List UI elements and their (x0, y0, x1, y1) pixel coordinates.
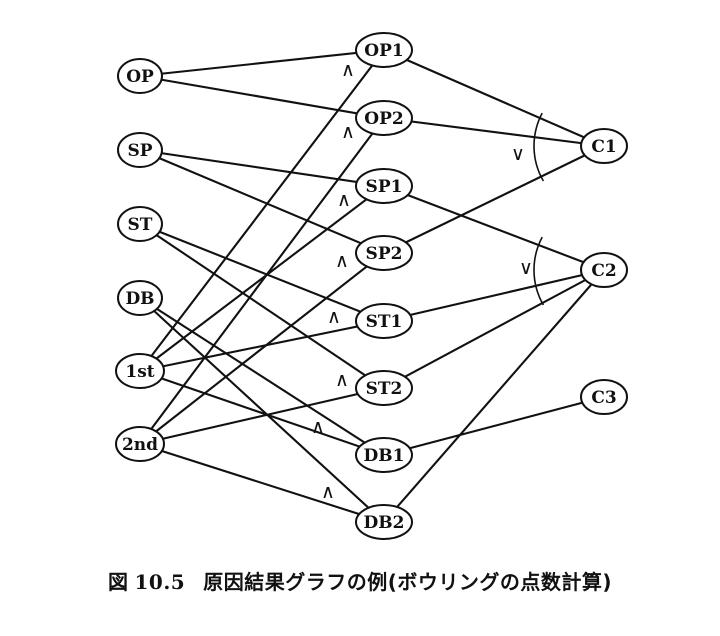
node-st-ellipse (117, 206, 163, 242)
node-sp1-label: SP1 (366, 177, 403, 197)
caption-figure-label: 図 (108, 570, 129, 594)
node-c2-label: C2 (591, 261, 616, 281)
node-sp-ellipse (117, 132, 163, 168)
node-db-label: DB (125, 289, 154, 309)
or-arc-c2 (533, 236, 545, 306)
and-mark-db1: ∧ (311, 416, 325, 438)
figure-caption: 図 10.5 原因結果グラフの例(ボウリングの点数計算) (0, 566, 720, 595)
node-op1: OP1 (355, 32, 413, 68)
node-st2-ellipse (355, 370, 413, 406)
node-1st-label: 1st (125, 362, 154, 382)
node-c2: C2 (580, 252, 628, 288)
node-sp2-label: SP2 (366, 244, 403, 264)
node-db1-ellipse (355, 437, 413, 473)
edge-1st-st1 (139, 319, 385, 373)
and-mark-st1: ∧ (327, 306, 341, 328)
or-mark-c2: ∨ (519, 257, 533, 279)
node-op2-label: OP2 (364, 109, 403, 129)
node-sp: SP (117, 132, 163, 168)
and-mark-sp1: ∧ (337, 189, 351, 211)
node-st2-label: ST2 (366, 379, 403, 399)
node-op1-label: OP1 (364, 41, 403, 61)
edge-sp-sp2 (139, 149, 385, 254)
node-c1: C1 (580, 128, 628, 164)
node-st-label: ST (128, 215, 153, 235)
edges-layer (139, 48, 605, 524)
edge-op-op2 (139, 74, 385, 120)
node-2nd: 2nd (115, 426, 165, 462)
and-mark-st2: ∧ (335, 369, 349, 391)
node-db1: DB1 (355, 437, 413, 473)
edge-op1-c1 (383, 49, 605, 147)
edge-db-db1 (139, 297, 385, 456)
node-db1-label: DB1 (364, 446, 405, 466)
node-1st: 1st (115, 353, 165, 389)
and-mark-db2: ∧ (321, 481, 335, 503)
node-db2-ellipse (355, 504, 413, 540)
edge-db1-c3 (383, 395, 605, 457)
node-db2: DB2 (355, 504, 413, 540)
node-c3: C3 (580, 379, 628, 415)
and-mark-op2: ∧ (341, 121, 355, 143)
node-c1-ellipse (580, 128, 628, 164)
node-st: ST (117, 206, 163, 242)
edge-sp2-c1 (383, 145, 605, 254)
node-1st-ellipse (115, 353, 165, 389)
caption-figure-number: 10.5 (134, 570, 186, 594)
edge-st-st2 (139, 223, 385, 389)
node-sp1: SP1 (355, 168, 413, 204)
node-op2-ellipse (355, 100, 413, 136)
edge-sp-sp1 (139, 148, 385, 188)
edge-2nd-sp2 (139, 252, 385, 445)
nodes-layer: OP SP ST DB 1st 2nd OP1 OP2 SP1 SP2 ST1 ST2 DB1 DB2 C1… (115, 32, 628, 540)
node-op-label: OP (126, 67, 154, 87)
node-c2-ellipse (580, 252, 628, 288)
node-op2: OP2 (355, 100, 413, 136)
edge-2nd-op2 (139, 117, 385, 445)
node-2nd-ellipse (115, 426, 165, 462)
node-sp2-ellipse (355, 235, 413, 271)
or-arc-c1 (533, 112, 545, 182)
or-mark-c1: ∨ (511, 143, 525, 165)
and-mark-sp2: ∧ (335, 250, 349, 272)
edge-1st-sp1 (139, 185, 385, 372)
node-st1: ST1 (355, 303, 413, 339)
node-op1-ellipse (355, 32, 413, 68)
node-db-ellipse (117, 280, 163, 316)
edge-2nd-st2 (139, 386, 385, 446)
node-st1-ellipse (355, 303, 413, 339)
node-sp1-ellipse (355, 168, 413, 204)
edge-st1-c2 (383, 268, 605, 323)
logic-marks-layer: ∧ ∧ ∧ ∧ ∧ ∧ ∧ ∧ ∨ ∨ (311, 59, 545, 503)
node-c3-ellipse (580, 379, 628, 415)
edge-db-db2 (139, 297, 385, 523)
caption-text: 原因結果グラフの例(ボウリングの点数計算) (203, 570, 612, 594)
edge-op2-c1 (383, 116, 605, 148)
node-op-ellipse (117, 58, 163, 94)
edge-1st-db1 (139, 370, 385, 456)
edge-2nd-db2 (139, 442, 385, 524)
edge-st2-c2 (383, 269, 605, 389)
node-db2-label: DB2 (364, 513, 405, 533)
node-sp-label: SP (127, 141, 152, 161)
edge-st-st1 (139, 223, 385, 322)
node-db: DB (117, 280, 163, 316)
edge-sp1-c2 (383, 185, 605, 271)
node-st1-label: ST1 (366, 312, 403, 332)
node-op: OP (117, 58, 163, 94)
edge-1st-op1 (139, 49, 385, 372)
node-2nd-label: 2nd (122, 435, 158, 455)
node-c3-label: C3 (591, 388, 616, 408)
node-st2: ST2 (355, 370, 413, 406)
node-sp2: SP2 (355, 235, 413, 271)
cause-effect-graph: ∧ ∧ ∧ ∧ ∧ ∧ ∧ ∧ ∨ ∨ OP SP ST DB 1st 2nd OP1 OP2 SP1 SP2 ST1… (115, 32, 628, 540)
node-c1-label: C1 (591, 137, 616, 157)
edge-db2-c2 (383, 269, 605, 523)
and-mark-op1: ∧ (341, 59, 355, 81)
edge-op-op1 (139, 48, 385, 78)
